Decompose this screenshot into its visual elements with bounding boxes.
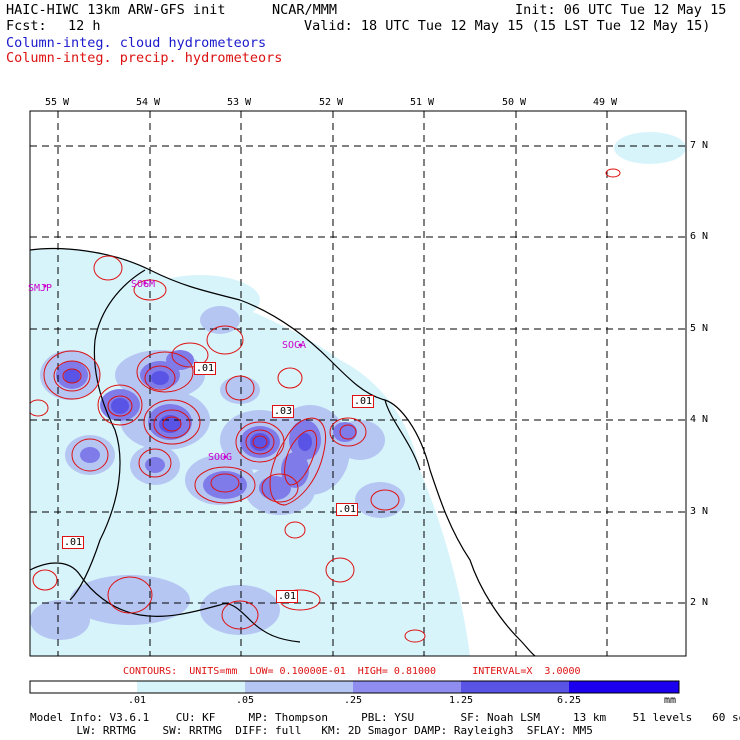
lat-label: 7 N [690, 140, 709, 151]
model-info-line1: Model Info: V3.6.1 CU: KF MP: Thompson P… [30, 711, 740, 724]
station-markers [43, 281, 302, 459]
station-label: SOGM [131, 279, 156, 290]
lat-label: 5 N [690, 323, 709, 334]
lat-label: 2 N [690, 597, 709, 608]
colorbar-units: mm [664, 695, 677, 706]
contour-label: .01 [194, 362, 217, 375]
contour-info: CONTOURS: UNITS=mm LOW= 0.10000E-01 HIGH… [123, 666, 581, 677]
shaded-field [30, 132, 686, 656]
station-label: SOOG [208, 452, 233, 463]
init-time: Init: 06 UTC Tue 12 May 15 [515, 2, 727, 18]
field-precip-title: Column-integ. precip. hydrometeors [6, 50, 283, 66]
contour-label: .01 [62, 536, 85, 549]
contour-label: .03 [272, 405, 295, 418]
lon-label: 53 W [227, 97, 252, 108]
lon-label: 50 W [502, 97, 527, 108]
coastline [30, 248, 536, 656]
lon-label: 51 W [410, 97, 435, 108]
station-label: SMJP [28, 283, 53, 294]
colorbar-tick: 1.25 [449, 695, 474, 706]
lon-label: 49 W [593, 97, 618, 108]
precip-contours [30, 168, 621, 643]
colorbar-tick: .05 [236, 695, 255, 706]
colorbar [29, 680, 680, 694]
colorbar-tick: 6.25 [557, 695, 582, 706]
lon-label: 52 W [319, 97, 344, 108]
model-title: HAIC-HIWC 13km ARW-GFS init [6, 2, 226, 18]
colorbar-tick: .01 [128, 695, 147, 706]
station-label: SOCA [282, 340, 307, 351]
lon-label: 54 W [136, 97, 161, 108]
lat-label: 3 N [690, 506, 709, 517]
colorbar-tick: .25 [344, 695, 363, 706]
fcst-value: 12 h [68, 18, 101, 34]
fcst-label: Fcst: [6, 18, 47, 34]
org-label: NCAR/MMM [272, 2, 338, 18]
lon-label: 55 W [45, 97, 70, 108]
lat-label: 4 N [690, 414, 709, 425]
contour-label: .01 [276, 590, 299, 603]
valid-time: Valid: 18 UTC Tue 12 May 15 (15 LST Tue … [304, 18, 711, 34]
contour-label: .01 [352, 395, 375, 408]
lat-label: 6 N [690, 231, 709, 242]
field-cloud-title: Column-integ. cloud hydrometeors [6, 35, 267, 51]
contour-label: .01 [336, 503, 359, 516]
plot-frame [29, 110, 687, 657]
model-info-line2: LW: RRTMG SW: RRTMG DIFF: full KM: 2D Sm… [30, 724, 593, 737]
